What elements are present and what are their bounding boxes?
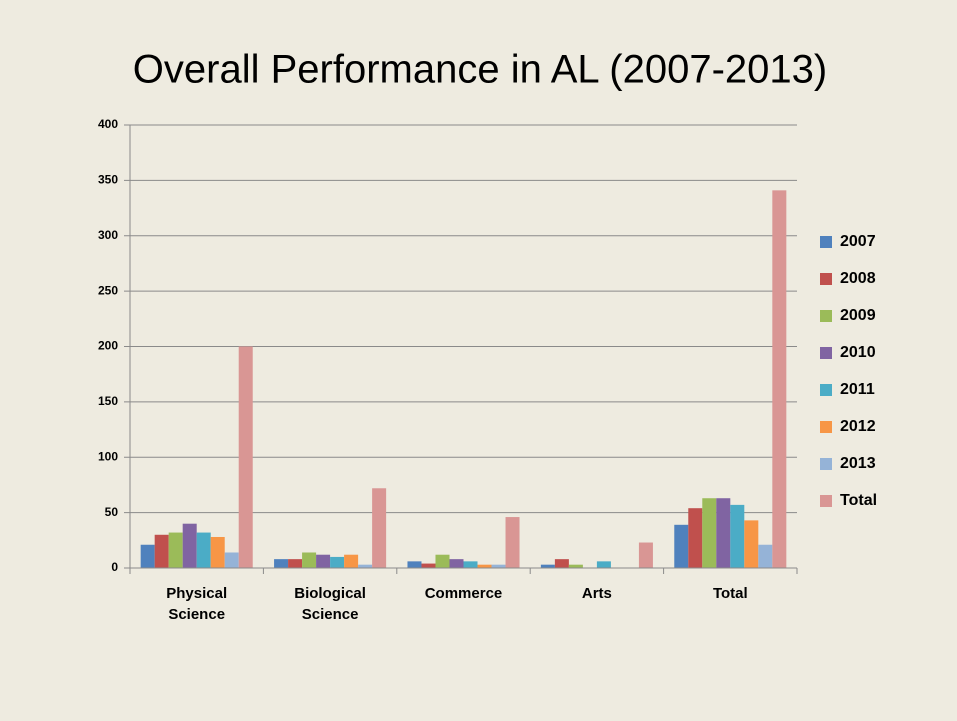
- legend-swatch: [820, 273, 832, 285]
- legend-label: Total: [840, 492, 877, 509]
- bar: [302, 552, 317, 568]
- bar: [702, 498, 717, 568]
- bar: [288, 559, 303, 568]
- legend-swatch: [820, 347, 832, 359]
- y-tick-label: 0: [111, 560, 118, 574]
- x-tick-label: Arts: [581, 585, 612, 602]
- y-tick-label: 100: [98, 449, 118, 463]
- bar: [758, 544, 773, 568]
- x-tick-label: Total: [712, 585, 748, 602]
- bar: [772, 190, 787, 568]
- bar: [168, 532, 183, 568]
- bar: [638, 542, 653, 568]
- legend-swatch: [820, 495, 832, 507]
- legend-label: 2010: [840, 344, 876, 361]
- bar: [224, 552, 239, 568]
- bar: [435, 554, 450, 568]
- bar: [596, 561, 611, 568]
- bar: [463, 561, 478, 568]
- bar: [688, 508, 703, 568]
- bar: [358, 564, 373, 568]
- bar: [477, 564, 492, 568]
- x-tick-label: Commerce: [424, 585, 503, 602]
- bar: [316, 554, 331, 568]
- bar: [491, 564, 506, 568]
- legend-label: 2009: [840, 307, 876, 324]
- legend-label: 2008: [840, 270, 876, 287]
- bar: [238, 346, 253, 568]
- bar: [330, 556, 345, 568]
- bar: [554, 559, 569, 568]
- legend-swatch: [820, 236, 832, 248]
- bar: [196, 532, 211, 568]
- chart-title: Overall Performance in AL (2007-2013): [133, 48, 827, 92]
- bar: [344, 554, 359, 568]
- legend-label: 2013: [840, 455, 876, 472]
- bar: [540, 564, 555, 568]
- y-tick-label: 300: [98, 228, 118, 242]
- y-tick-label: 200: [98, 339, 118, 353]
- legend-label: 2012: [840, 418, 876, 435]
- y-tick-label: 400: [98, 117, 118, 131]
- bar: [674, 524, 689, 568]
- bar: [407, 561, 422, 568]
- bar: [449, 559, 464, 568]
- x-tick-label: Biological Science: [294, 585, 366, 623]
- y-tick-label: 50: [105, 505, 119, 519]
- bar: [421, 563, 436, 568]
- bar: [744, 520, 759, 568]
- bar: [716, 498, 731, 568]
- bar: [182, 523, 197, 568]
- bar: [274, 559, 289, 568]
- y-tick-label: 150: [98, 394, 118, 408]
- bar: [730, 504, 745, 568]
- bar: [154, 534, 169, 568]
- legend-swatch: [820, 421, 832, 433]
- bar: [568, 564, 583, 568]
- bar: [505, 517, 520, 568]
- legend-swatch: [820, 458, 832, 470]
- bar: [140, 544, 155, 568]
- legend-label: 2011: [840, 381, 875, 398]
- bar: [210, 536, 225, 568]
- bar: [372, 488, 387, 568]
- legend-label: 2007: [840, 233, 876, 250]
- legend-swatch: [820, 310, 832, 322]
- y-tick-label: 250: [98, 283, 118, 297]
- legend-swatch: [820, 384, 832, 396]
- x-tick-label: Physical Science: [166, 585, 228, 623]
- y-tick-label: 350: [98, 173, 118, 187]
